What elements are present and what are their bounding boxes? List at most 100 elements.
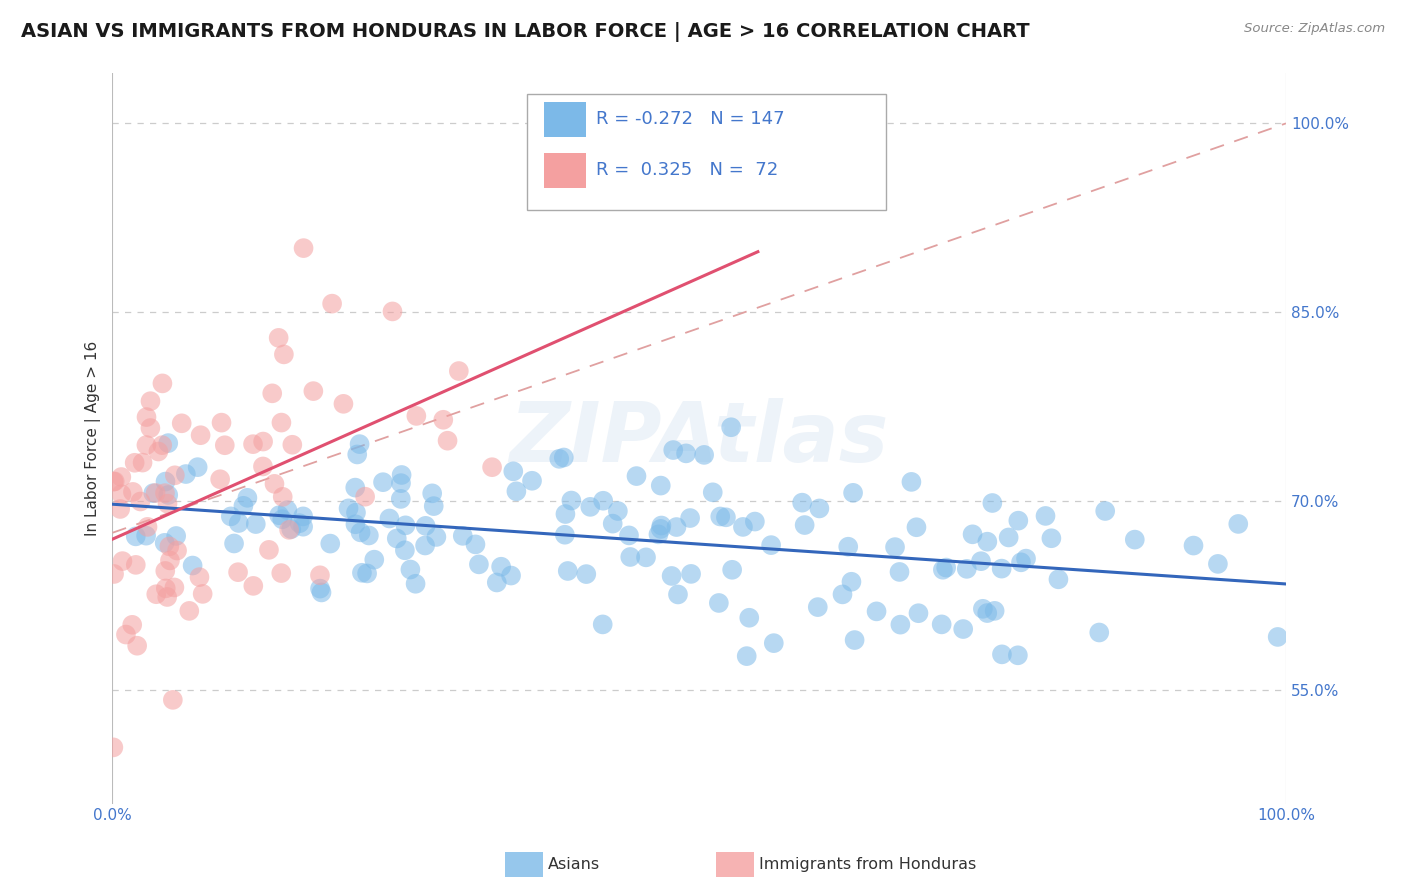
Point: [956, 562, 979, 576]
Point: [349, 525, 371, 540]
Point: [108, 502, 131, 516]
Point: [399, 562, 422, 576]
Point: [344, 506, 367, 520]
Point: [378, 511, 401, 525]
Point: [679, 511, 702, 525]
Point: [179, 604, 201, 618]
Point: [731, 520, 754, 534]
Point: [391, 467, 413, 482]
Point: [170, 417, 193, 431]
Point: [413, 539, 436, 553]
Point: [841, 574, 863, 589]
Point: [145, 486, 167, 500]
Point: [970, 554, 993, 568]
Point: [420, 486, 443, 500]
Point: [981, 496, 1004, 510]
Point: [884, 540, 907, 554]
Point: [226, 565, 249, 579]
Point: [354, 490, 377, 504]
Point: [976, 534, 998, 549]
Point: [575, 567, 598, 582]
Point: [1182, 539, 1205, 553]
Point: [837, 540, 859, 554]
Point: [634, 550, 657, 565]
Point: [292, 241, 315, 255]
Point: [759, 538, 782, 552]
Point: [131, 456, 153, 470]
Point: [831, 587, 853, 601]
Point: [242, 579, 264, 593]
Point: [592, 617, 614, 632]
Point: [157, 488, 180, 502]
Point: [155, 475, 177, 489]
Point: [1123, 533, 1146, 547]
Point: [505, 484, 527, 499]
Point: [381, 304, 404, 318]
Point: [148, 444, 170, 458]
Point: [389, 476, 412, 491]
Point: [162, 693, 184, 707]
Point: [156, 497, 179, 511]
Point: [281, 438, 304, 452]
Point: [157, 540, 180, 554]
Point: [129, 494, 152, 508]
Point: [309, 582, 332, 596]
Point: [139, 421, 162, 435]
Point: [1035, 508, 1057, 523]
Point: [344, 481, 367, 495]
Point: [520, 474, 543, 488]
Point: [188, 570, 211, 584]
Point: [155, 564, 177, 578]
Point: [405, 576, 427, 591]
Point: [560, 493, 582, 508]
Point: [349, 437, 371, 451]
Point: [1206, 557, 1229, 571]
Point: [1007, 648, 1029, 663]
Point: [451, 529, 474, 543]
Text: ZIPAtlas: ZIPAtlas: [509, 398, 889, 479]
Point: [153, 486, 176, 500]
Point: [159, 553, 181, 567]
Point: [271, 512, 294, 526]
Point: [447, 364, 470, 378]
Point: [972, 602, 994, 616]
Point: [808, 501, 831, 516]
Text: R =  0.325   N =  72: R = 0.325 N = 72: [596, 161, 779, 179]
Point: [1010, 555, 1032, 569]
Point: [166, 543, 188, 558]
Text: Immigrants from Honduras: Immigrants from Honduras: [759, 857, 977, 871]
Point: [619, 549, 641, 564]
Point: [232, 499, 254, 513]
Point: [181, 558, 204, 573]
Point: [273, 347, 295, 361]
Point: [125, 558, 148, 572]
Point: [262, 386, 284, 401]
Y-axis label: In Labor Force | Age > 16: In Labor Force | Age > 16: [86, 341, 101, 536]
Point: [548, 451, 571, 466]
Point: [405, 409, 427, 423]
Point: [422, 499, 444, 513]
Point: [309, 568, 332, 582]
Point: [650, 522, 672, 536]
Point: [900, 475, 922, 489]
Point: [110, 470, 132, 484]
Point: [762, 636, 785, 650]
Point: [744, 515, 766, 529]
Point: [228, 516, 250, 530]
Text: R = -0.272   N = 147: R = -0.272 N = 147: [596, 110, 785, 128]
Point: [150, 438, 173, 452]
Point: [962, 527, 984, 541]
Point: [155, 582, 177, 596]
Point: [363, 552, 385, 566]
Point: [735, 649, 758, 664]
Point: [579, 500, 602, 514]
Point: [554, 507, 576, 521]
Point: [292, 509, 315, 524]
Point: [236, 491, 259, 505]
Point: [139, 394, 162, 409]
Point: [650, 478, 672, 492]
Point: [553, 450, 575, 465]
Point: [415, 519, 437, 533]
Point: [1040, 531, 1063, 545]
Point: [125, 529, 148, 543]
